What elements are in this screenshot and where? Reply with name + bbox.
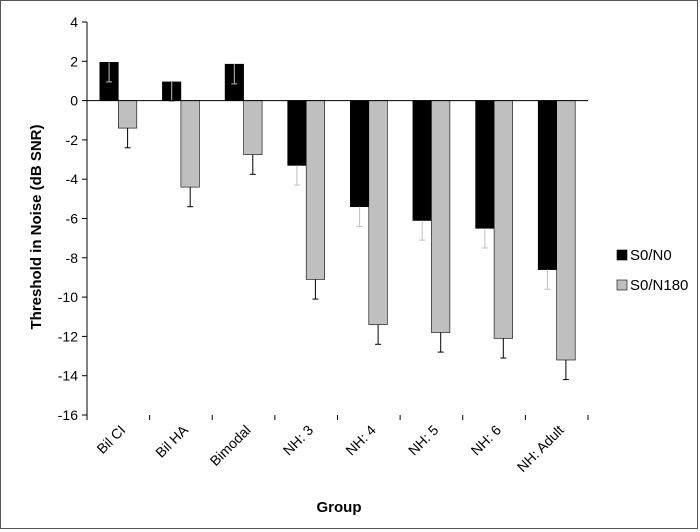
y-tick-label: -12	[58, 328, 78, 344]
y-tick-label: 4	[70, 14, 78, 30]
bar-s0-n180-nh-4	[368, 100, 388, 325]
bar-s0-n180-bil-ha	[180, 100, 200, 188]
y-tick-label: 0	[70, 93, 78, 109]
legend-swatch-s0-n0	[616, 249, 628, 261]
y-axis-title: Threshold in Noise (dB SNR)	[28, 124, 45, 329]
y-tick-label: -14	[58, 368, 78, 384]
y-ticks: 4 2 0 -2 -4 -6 -8 -10 -12 -14 -16	[58, 14, 87, 423]
bar-s0-n0-nh-6	[475, 100, 495, 229]
x-axis-title: Group	[317, 499, 362, 516]
bar-s0-n0-nh-5	[412, 100, 432, 221]
bar-s0-n0-nh-adult	[537, 100, 558, 270]
legend: S0/N0 S0/N180	[616, 247, 688, 294]
bar-s0-n180-bil-ci	[118, 100, 138, 129]
x-tick-label-nh-6: NH: 6	[468, 422, 505, 459]
x-tick-label-bil-ci: Bil CI	[93, 422, 128, 457]
x-tick-label-nh-adult: NH: Adult	[514, 422, 567, 475]
bar-s0-n0-nh-4	[349, 100, 370, 207]
x-tick-label-bil-ha: Bil HA	[152, 421, 191, 460]
bar-s0-n180-nh-adult	[556, 100, 576, 361]
x-tick-label-bimodal: Bimodal	[207, 422, 254, 469]
y-tick-label: 2	[70, 53, 78, 69]
x-tick-label-nh-4: NH: 4	[342, 422, 379, 459]
y-tick-label: -6	[66, 211, 79, 227]
y-tick-label: -16	[58, 407, 78, 423]
legend-swatch-s0-n180	[616, 279, 628, 291]
x-tick-label-nh-3: NH: 3	[280, 422, 317, 459]
legend-label-s0-n0: S0/N0	[630, 247, 672, 264]
bars-layer	[99, 61, 576, 361]
bar-s0-n180-bimodal	[243, 100, 263, 155]
y-tick-label: -4	[66, 171, 79, 187]
bar-s0-n180-nh-5	[431, 100, 451, 333]
bar-s0-n0-nh-3	[287, 100, 307, 166]
y-tick-label: -10	[58, 289, 78, 305]
y-tick-label: -2	[66, 132, 79, 148]
bar-s0-n180-nh-6	[493, 100, 513, 339]
y-tick-label: -8	[66, 250, 79, 266]
error-bars-layer	[106, 62, 569, 381]
bar-s0-n180-nh-3	[305, 100, 326, 280]
legend-label-s0-n180: S0/N180	[630, 277, 688, 294]
x-tick-label-nh-5: NH: 5	[405, 422, 442, 459]
